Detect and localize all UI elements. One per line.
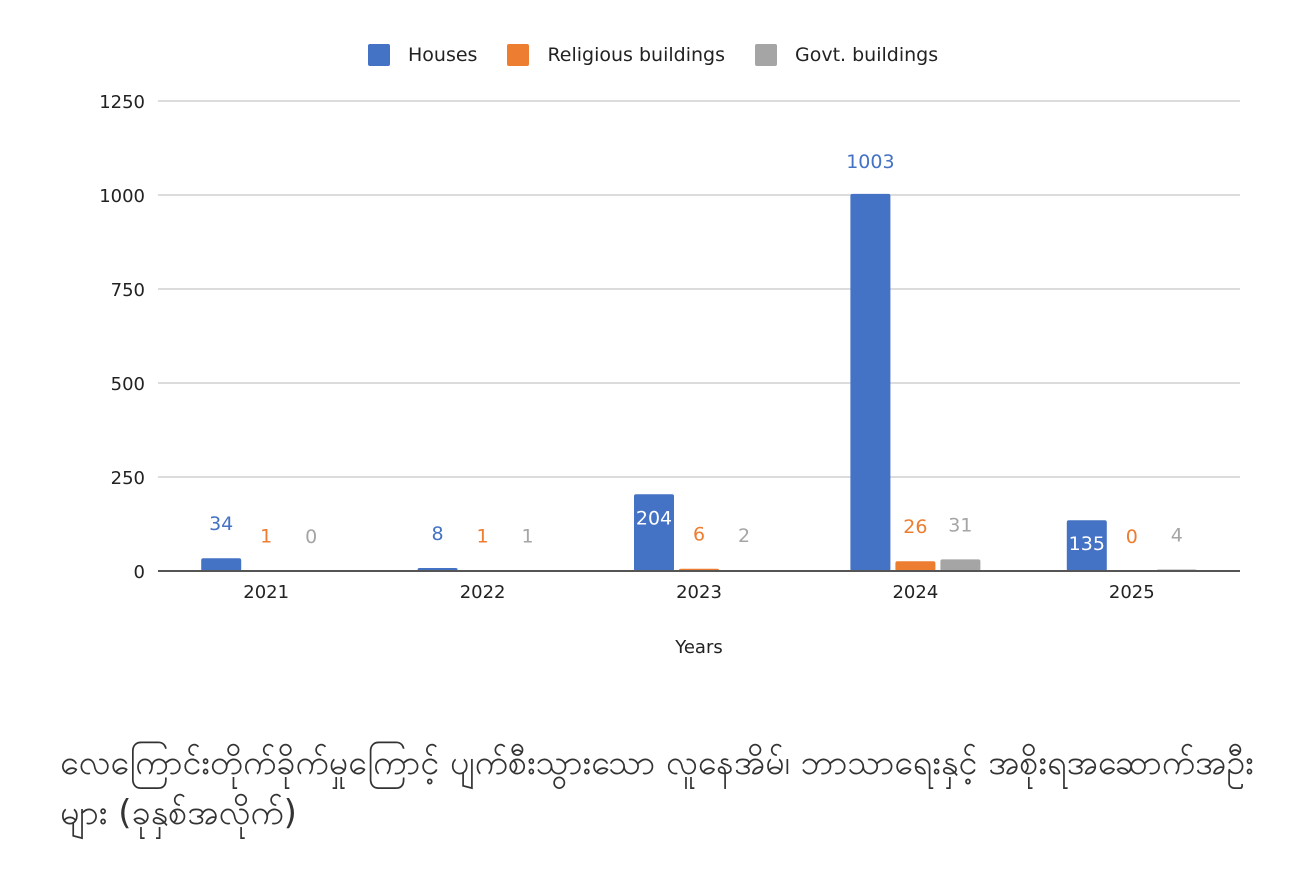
data-label: 0	[1126, 526, 1138, 548]
data-label: 6	[693, 524, 705, 546]
x-axis-title: Years	[674, 637, 723, 658]
chart-legend: Houses Religious buildings Govt. buildin…	[368, 44, 968, 66]
data-label: 8	[432, 523, 444, 545]
bar-houses-2023	[634, 494, 674, 571]
x-tick-label: 2022	[460, 582, 506, 603]
y-tick-label: 0	[134, 562, 145, 583]
y-tick-label: 500	[111, 374, 145, 395]
y-tick-label: 250	[111, 468, 145, 489]
x-tick-label: 2023	[676, 582, 722, 603]
legend-swatch-religious	[507, 44, 530, 66]
data-label: 34	[209, 513, 233, 535]
legend-swatch-govt	[755, 44, 777, 66]
legend-label-religious: Religious buildings	[547, 44, 725, 66]
data-label: 0	[305, 526, 317, 548]
legend-swatch-houses	[368, 44, 390, 66]
data-label: 1	[522, 526, 534, 548]
bar-chart: 0 250 500 750 1000 1250 34 1 0 8 1 1 204 6 2 1003 26 31 1…	[99, 92, 1240, 658]
y-tick-label: 750	[111, 280, 145, 301]
data-label: 26	[903, 516, 927, 538]
data-label: 1	[260, 526, 272, 548]
legend-label-govt: Govt. buildings	[795, 44, 939, 66]
data-label: 1	[477, 526, 489, 548]
y-tick-label: 1000	[99, 186, 145, 207]
bar-govt-buildings-2024	[940, 559, 981, 571]
x-tick-label: 2021	[243, 582, 289, 603]
x-tick-label: 2024	[892, 582, 938, 603]
grid-lines	[158, 100, 1240, 478]
legend-label-houses: Houses	[408, 44, 478, 66]
bar-religious-buildings-2024	[895, 561, 936, 571]
x-tick-label: 2025	[1109, 582, 1155, 603]
x-axis-ticks: 2021 2022 2023 2024 2025	[243, 582, 1154, 603]
y-tick-label: 1250	[99, 92, 145, 113]
chart-caption: လေကြောင်းတိုက်ခိုက်မှုကြောင့် ပျက်စီးသွာ…	[60, 743, 1254, 833]
data-label: 2	[738, 525, 750, 547]
bar-houses-2024	[850, 193, 891, 571]
bar-houses-2025	[1066, 520, 1107, 571]
bar-houses-2021	[201, 558, 242, 571]
data-label: 204	[636, 507, 672, 529]
legend-item-religious: Religious buildings	[507, 44, 725, 66]
data-label: 135	[1069, 533, 1105, 555]
y-axis-ticks: 0 250 500 750 1000 1250	[99, 92, 145, 583]
legend-item-govt: Govt. buildings	[755, 44, 938, 66]
data-label: 4	[1171, 524, 1183, 546]
data-label: 31	[948, 514, 972, 536]
data-labels: 34 1 0 8 1 1 204 6 2 1003 26 31 135 0 4	[209, 151, 1183, 555]
data-label: 1003	[846, 151, 894, 173]
legend-item-houses: Houses	[368, 44, 477, 66]
bars	[201, 193, 1197, 571]
